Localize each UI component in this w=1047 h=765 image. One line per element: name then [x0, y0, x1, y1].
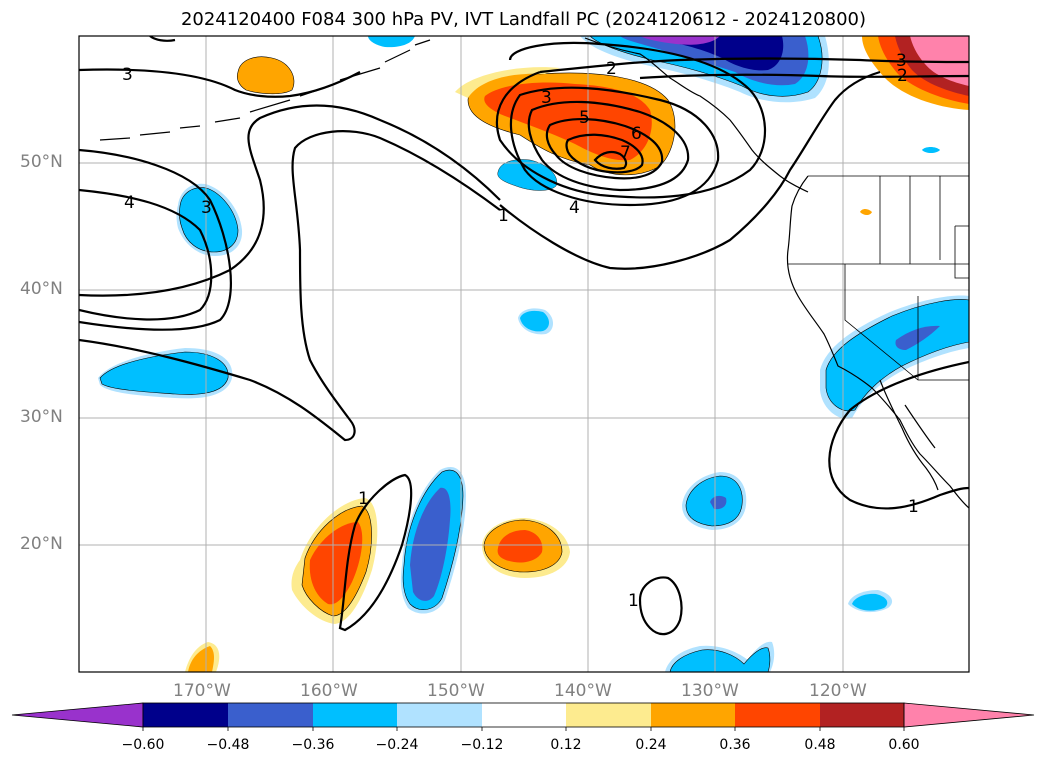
colorbar-segment [566, 703, 651, 727]
contour-label: 2 [606, 59, 617, 79]
pv-fill-negative [98, 36, 969, 672]
colorbar-segment [397, 703, 482, 727]
colorbar-frame [142, 702, 905, 728]
graticule [79, 36, 969, 672]
lat-label: 40°N [20, 279, 63, 299]
lat-label: 20°N [20, 534, 63, 554]
colorbar-tick-label: 0.24 [635, 737, 667, 753]
lon-label: 160°W [300, 681, 358, 701]
contour-label: 3 [201, 198, 212, 218]
colorbar-tick-label: 0.36 [719, 737, 751, 753]
lon-label: 150°W [427, 681, 485, 701]
colorbar-segment [228, 703, 313, 727]
contour-label: 1 [498, 206, 509, 226]
map-title: 2024120400 F084 300 hPa PV, IVT Landfall… [180, 9, 867, 30]
colorbar-tick-label: −0.48 [206, 737, 250, 753]
lon-label: 120°W [809, 681, 867, 701]
colorbar-segment [820, 703, 904, 727]
lat-label: 50°N [20, 152, 63, 172]
contour-label: 3 [896, 51, 907, 71]
contour-label: 6 [631, 124, 642, 144]
contour-label: 2 [897, 66, 908, 86]
contour-label: 4 [124, 193, 135, 213]
colorbar-tick-label: −0.12 [460, 737, 504, 753]
contour-label: 5 [579, 108, 590, 128]
colorbar-tick-label: 0.12 [550, 737, 582, 753]
contour-label: 7 [620, 143, 631, 163]
lat-label: 30°N [20, 407, 63, 427]
colorbar-extend-right [903, 702, 1035, 728]
colorbar-tick-label: −0.60 [121, 737, 165, 753]
colorbar-segment [143, 703, 228, 727]
colorbar-tick-label: 0.48 [804, 737, 836, 753]
colorbar [11, 702, 1035, 731]
map-frame [78, 35, 970, 673]
coastlines [99, 37, 969, 509]
colorbar-tick-label: −0.36 [291, 737, 335, 753]
colorbar-tick-label: −0.24 [375, 737, 419, 753]
contour-labels: 3 4 3 2 3 5 6 7 4 1 3 2 1 1 1 [122, 51, 919, 611]
colorbar-tick-label: 0.60 [888, 737, 920, 753]
contour-label: 4 [569, 198, 580, 218]
colorbar-extend-left [11, 702, 144, 728]
colorbar-segment [735, 703, 820, 727]
colorbar-segment [651, 703, 735, 727]
contour-label: 1 [908, 497, 919, 517]
lon-label: 130°W [681, 681, 739, 701]
contour-label: 1 [628, 591, 639, 611]
colorbar-segment [313, 703, 397, 727]
pv-fill-positive [185, 36, 969, 672]
lon-label: 170°W [173, 681, 231, 701]
pv-contours [79, 36, 969, 636]
contour-label: 3 [541, 88, 552, 108]
colorbar-segment [482, 703, 566, 727]
contour-label: 1 [358, 489, 369, 509]
lon-label: 140°W [554, 681, 612, 701]
state-borders [788, 175, 969, 381]
contour-label: 3 [122, 65, 133, 85]
map-panel: 3 4 3 2 3 5 6 7 4 1 3 2 1 1 1 [79, 36, 969, 672]
